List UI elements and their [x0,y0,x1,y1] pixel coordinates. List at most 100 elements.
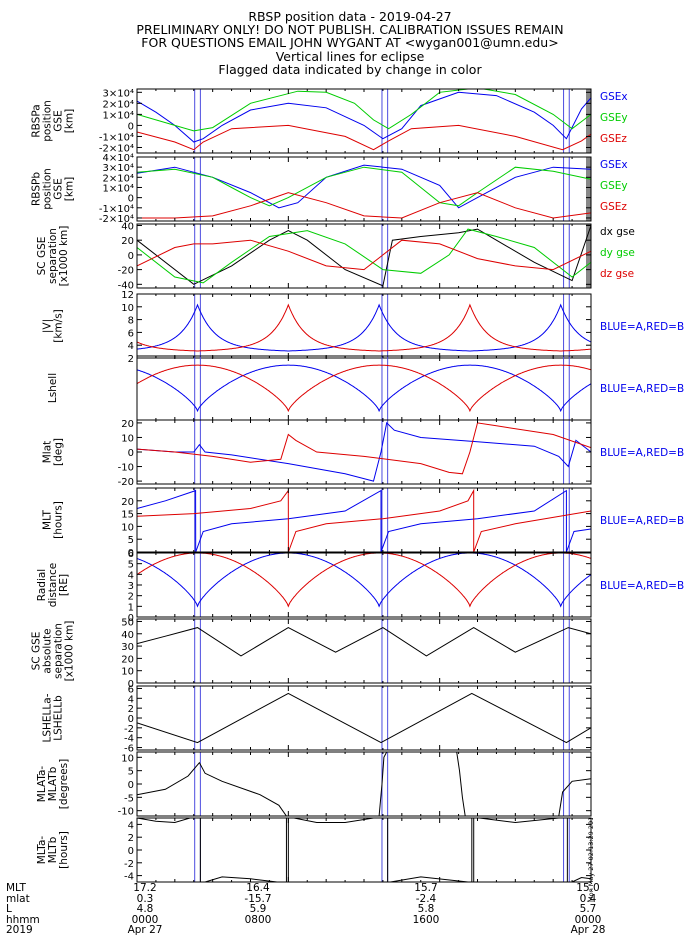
y-axis-label: separation [47,228,59,284]
y-axis-label: absolute [42,628,54,673]
y-tick-label: -4 [124,872,134,883]
y-tick-label: -20 [118,477,134,488]
footer-l-value: 5.7 [579,903,597,916]
y-axis-label: [degrees] [58,759,70,809]
y-axis-label: separation [53,623,65,679]
y-tick-label: -20 [118,266,134,277]
y-tick-label: 1×10⁴ [103,110,134,121]
y-tick-label: -2 [124,724,134,735]
y-tick-label: 10 [121,522,134,533]
y-tick-label: -5 [124,793,134,804]
y-tick-label: 6 [128,549,134,560]
y-tick-label: 0 [128,846,134,857]
panel-8 [136,618,592,684]
y-tick-label: 0 [128,121,134,132]
y-tick-label: 50 [121,617,134,628]
y-axis-label: distance [47,563,59,608]
y-axis-label: [hours] [58,831,70,869]
panel-2 [136,223,592,289]
panel-frame [136,685,592,751]
series-line-b [137,303,591,352]
footer-date-value [401,925,451,936]
series-line-dmlt2 [204,876,278,882]
legend-entry: GSEx [600,91,628,103]
legend-entry: BLUE=A,RED=B [600,447,684,459]
y-axis-label: Mlat [42,441,54,464]
flag-stripe [586,224,591,288]
y-tick-label: 0 [128,613,134,624]
legend-entry: BLUE=A,RED=B [600,321,684,333]
y-tick-label: -4 [124,734,134,745]
panel-1 [136,156,592,222]
panel-6 [136,487,592,553]
y-tick-label: 2×10⁴ [103,99,134,110]
footer-mlt-value: 17.2 [133,882,157,894]
footer-label-mlt: MLT [6,882,26,894]
y-tick-label: 5 [128,535,134,546]
y-axis-label: MLTb [47,836,59,863]
series-line-dmlt3 [293,818,374,823]
generation-stamp-text: Mon May 27 02:13:29 2019 v02 [587,818,595,902]
y-tick-label: -1×10⁴ [99,132,134,143]
footer-row-labels: MLT mlat L hhmm 2019 [6,883,40,936]
y-tick-label: 2 [128,592,134,603]
y-tick-label: 3×10⁴ [103,88,134,99]
series-line-dmlt6 [571,876,591,882]
plot-header: RBSP position data - 2019-04-27 PRELIMIN… [0,10,700,76]
series-line-separation [137,627,591,657]
footer-mlat-value: 0.4 [579,892,597,905]
y-axis-label: [km] [64,177,76,202]
y-tick-label: -2 [124,859,134,870]
y-tick-label: 10 [121,753,134,764]
footer-hhmm-value: 0000 [574,913,602,926]
y-axis-label: [deg] [53,438,65,466]
y-tick-label: 4 [128,820,134,831]
series-line-gsex [137,164,591,209]
series-line-gsey [137,166,591,207]
footer-hhmm-value: 1600 [412,913,440,926]
y-axis-label: RBSPb [31,172,43,206]
y-tick-label: 8 [128,316,134,327]
series-line-gsey [137,89,591,132]
y-axis-label: MLTa- [36,836,48,865]
y-axis-label: [km/s] [53,309,65,343]
panel-frame [136,817,592,883]
y-tick-label: 2 [128,704,134,715]
y-tick-label: 6 [128,684,134,695]
y-tick-label: -6 [124,744,134,755]
y-axis-label: [hours] [53,501,65,539]
series-line-dl [137,692,591,744]
legend-entry: dy gse [600,247,635,259]
header-eclipse-note: Vertical lines for eclipse [275,48,425,64]
footer-column-2: 15.7 -2.4 5.8 1600 [401,883,451,936]
series-line-b [137,488,591,552]
y-tick-label: 15 [121,510,134,521]
y-axis-label: Lshell [47,373,59,403]
y-tick-label: 0 [128,251,134,262]
y-axis-label: SC GSE [36,237,48,276]
footer-mlt-value: 15.0 [576,882,600,894]
footer-label-mlat: mlat [6,892,30,905]
panel-7 [136,552,592,618]
y-tick-label: 3 [128,581,134,592]
y-tick-label: 2 [128,833,134,844]
y-tick-label: 6 [128,328,134,339]
panel-9 [136,685,592,751]
y-tick-label: 0 [128,714,134,725]
y-tick-label: 1×10⁴ [103,183,134,194]
y-tick-label: 0 [128,780,134,791]
y-tick-label: 5 [128,560,134,571]
y-axis-label: LSHELLa- [42,693,54,742]
y-tick-label: 12 [121,290,134,301]
footer-label-hhmm: hhmm [6,913,40,926]
y-tick-label: 4 [128,570,134,581]
panel-frame [136,751,592,817]
legend-entry: BLUE=A,RED=B [600,383,684,395]
y-axis-label: RBSPa [31,104,43,137]
panel-frame [136,156,592,222]
y-tick-label: 1 [128,602,134,613]
y-axis-label: [x1000 km] [64,621,76,682]
flag-stripe [586,89,591,153]
y-tick-label: 5 [128,767,134,778]
